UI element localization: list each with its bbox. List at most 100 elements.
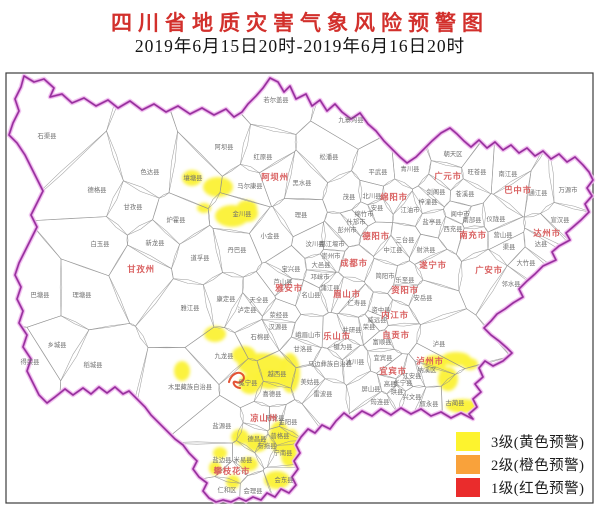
county-boundary-cell	[203, 76, 324, 135]
county-boundary-cell	[279, 336, 322, 369]
county-boundary-cell	[428, 160, 464, 191]
county-label: 马边彝族自治县	[308, 359, 352, 368]
county-label: 丹巴县	[228, 246, 247, 254]
county-label: 普格县	[271, 431, 290, 440]
county-label: 甘孜县	[124, 202, 143, 211]
county-label: 盐源县	[213, 421, 232, 430]
county-boundary-cell	[304, 253, 337, 273]
county-label: 西充县	[444, 224, 463, 233]
county-label: 壤塘县	[184, 173, 203, 182]
legend-label: 3级(黄色预警)	[491, 435, 585, 451]
city-label: 宜宾市	[379, 366, 407, 376]
county-label: 营山县	[494, 230, 513, 239]
county-label: 都江堰市	[319, 239, 344, 248]
city-label: 阿坝州	[261, 172, 289, 182]
county-label: 南江县	[499, 169, 518, 178]
county-label: 简阳市	[376, 271, 395, 280]
county-label: 什邡市	[347, 217, 366, 226]
county-label: 甘洛县	[294, 344, 313, 353]
county-label: 小金县	[261, 231, 280, 240]
city-label: 巴中市	[504, 185, 532, 195]
province-border	[8, 75, 594, 503]
county-boundary-cell	[106, 180, 160, 236]
county-label: 邛崃市	[311, 272, 330, 281]
warning-zone-level3	[226, 475, 240, 489]
county-boundary-cell	[303, 269, 337, 289]
county-label: 木里藏族自治县	[168, 382, 212, 391]
city-label: 达州市	[533, 228, 561, 238]
county-label: 井研县	[343, 325, 362, 334]
warning-zone-level3	[174, 361, 190, 381]
county-boundary-cell	[376, 353, 408, 379]
county-label: 大邑县	[312, 260, 331, 269]
county-boundary-cell	[255, 261, 293, 297]
county-label: 兴文县	[403, 392, 422, 401]
county-label: 盐边县	[213, 455, 232, 464]
county-label: 新龙县	[146, 238, 165, 247]
county-label: 布拖县	[258, 441, 277, 450]
city-label: 绵阳市	[380, 192, 408, 202]
county-boundary-cell	[168, 131, 223, 209]
legend-label: 2级(橙色预警)	[491, 458, 585, 474]
county-label: 旺苍县	[468, 167, 487, 176]
county-label: 安岳县	[414, 293, 433, 302]
county-label: 通江县	[529, 188, 548, 197]
county-label: 炉霍县	[167, 215, 186, 224]
county-label: 阿坝县	[215, 142, 234, 151]
legend-item: 1级(红色预警)	[456, 476, 584, 499]
county-label: 昭觉县	[266, 413, 285, 422]
county-label: 乡城县	[48, 341, 67, 349]
county-label: 芦山县	[274, 277, 293, 286]
county-label: 德格县	[88, 185, 107, 194]
county-label: 黑水县	[293, 178, 312, 187]
county-label: 名山县	[302, 290, 321, 299]
county-label: 仁和区	[218, 485, 237, 494]
county-label: 巴塘县	[31, 290, 50, 299]
county-boundary-cell	[321, 312, 347, 349]
county-boundary-cell	[358, 221, 393, 257]
county-label: 珙县	[391, 388, 404, 396]
county-label: 金阳县	[279, 417, 298, 426]
county-label: 会东县	[275, 475, 294, 484]
city-label: 眉山市	[333, 289, 361, 299]
county-boundary-cell	[390, 222, 421, 259]
county-boundary-cell	[385, 299, 421, 326]
county-label: 威远县	[368, 315, 387, 324]
county-label: 沐川县	[346, 357, 365, 366]
county-label: 盐亭县	[423, 217, 442, 226]
legend: 3级(黄色预警) 2级(橙色预警) 1级(红色预警)	[456, 430, 584, 499]
county-label: 九寨沟县	[338, 115, 363, 124]
county-label: 米易县	[234, 455, 253, 464]
county-label: 安县	[371, 203, 384, 212]
county-label: 德昌县	[248, 434, 267, 443]
county-boundary-cell	[458, 249, 508, 316]
county-label: 白玉县	[91, 239, 110, 248]
county-label: 犍为县	[334, 342, 353, 351]
county-label: 达县	[535, 239, 548, 248]
county-label: 资中县	[372, 305, 391, 314]
county-label: 宁南县	[274, 448, 293, 457]
county-boundary-cell	[475, 265, 593, 396]
county-label: 朝天区	[444, 150, 463, 158]
warning-zone-level3	[204, 326, 226, 342]
city-label: 南充市	[459, 230, 487, 240]
county-label: 屏山县	[362, 384, 381, 393]
county-label: 茂县	[343, 192, 356, 201]
county-label: 宝兴县	[282, 264, 301, 273]
county-label: 梓潼县	[419, 197, 438, 206]
county-label: 大竹县	[517, 258, 536, 267]
county-label: 冕宁县	[239, 378, 258, 387]
city-label: 广元市	[434, 171, 462, 181]
warning-zone-level3	[213, 447, 227, 459]
county-label: 青川县	[401, 164, 420, 173]
city-label: 遂宁市	[419, 260, 447, 270]
county-boundary-cell	[254, 433, 278, 470]
county-label: 得荣县	[21, 357, 40, 366]
warning-zone-level3	[182, 170, 202, 186]
county-label: 九龙县	[215, 351, 234, 360]
city-label: 泸州市	[416, 356, 444, 366]
county-label: 松潘县	[320, 152, 339, 161]
warning-zone-level3	[209, 461, 221, 475]
